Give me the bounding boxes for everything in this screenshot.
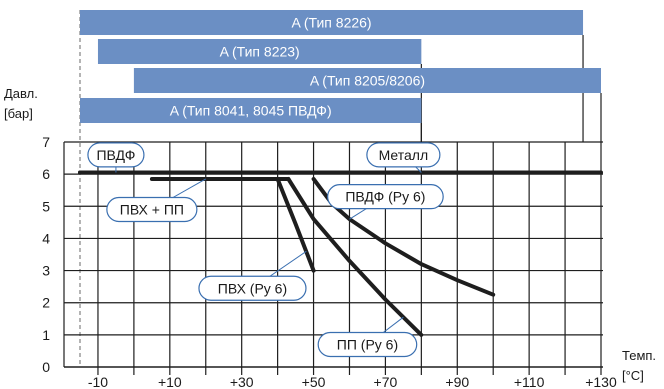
y-tick-label-3: 3 [42, 263, 50, 279]
series-line-пп-ру-6 [286, 177, 424, 337]
y-tick-label-7: 7 [42, 134, 50, 150]
range-bar-2-label: A (Тип 8223) [220, 44, 300, 60]
callout-label-пп-ру-6: ПП (Ру 6) [337, 337, 398, 353]
y-tick-label-6: 6 [42, 166, 50, 182]
range-bar-4-label: A (Тип 8041, 8045 ПВДФ) [170, 103, 332, 119]
callout-bubble-5 [198, 275, 307, 301]
callout-bubble-6 [317, 331, 418, 358]
chart-series [78, 170, 603, 337]
y-tick-label-5: 5 [42, 198, 50, 214]
y-tick-label-0: 0 [42, 359, 50, 375]
y-axis-title-line-1: Давл. [4, 86, 38, 101]
callout-bubble-4 [327, 184, 444, 210]
callout-bubble-1 [87, 142, 145, 168]
callout-label-пвх-ру-6: ПВХ (Ру 6) [218, 280, 287, 296]
range-bar-1 [80, 10, 584, 35]
series-line-пвх-ру-6 [275, 177, 316, 273]
x-tick-label-10: -10 [88, 374, 108, 389]
range-bars: A (Тип 8226) A (Тип 8223) A (Тип 8205/8206… [80, 10, 602, 142]
x-tick-label-70: +70 [374, 374, 398, 389]
axis-titles: Давл. [бар] Темп. [°C] [4, 86, 656, 383]
axis-ticks: 0 1 2 3 4 5 6 7 -10 +10 +30 +50 +70 +90 +110 +130 [42, 134, 617, 389]
y-tick-label-4: 4 [42, 230, 50, 246]
x-tick-label-30: +30 [230, 374, 254, 389]
x-tick-label-130: +130 [585, 374, 617, 389]
y-tick-label-2: 2 [42, 295, 50, 311]
x-axis-title-line-2: [°C] [622, 368, 644, 383]
callout-labels: ПВДФ Металл ПВХ + ПП ПВДФ (Ру 6) ПВХ (Ру 6) П… [87, 142, 444, 358]
range-bar-3-label: A (Тип 8205/8206) [310, 73, 425, 89]
callout-bubble-3 [106, 196, 198, 223]
callout-label-пвдф-ру-6: ПВДФ (Ру 6) [345, 189, 425, 205]
x-tick-label-10: +10 [158, 374, 182, 389]
range-bar-2 [97, 39, 422, 64]
callout-label-металл: Металл [379, 147, 429, 163]
y-tick-label-1: 1 [42, 327, 50, 343]
callout-bubble-2 [366, 142, 441, 168]
range-bar-4 [80, 98, 422, 123]
callout-label-пвх-пп: ПВХ + ПП [120, 202, 184, 218]
x-tick-label-50: +50 [302, 374, 326, 389]
callout-label-пвдф: ПВДФ [96, 147, 135, 163]
y-axis-title-line-2: [бар] [4, 106, 33, 121]
x-tick-label-110: +110 [514, 374, 545, 389]
x-axis-title-line-1: Темп. [622, 348, 656, 363]
x-tick-label-90: +90 [445, 374, 469, 389]
range-bar-3 [133, 68, 601, 93]
range-bar-1-label: A (Тип 8226) [291, 15, 371, 31]
